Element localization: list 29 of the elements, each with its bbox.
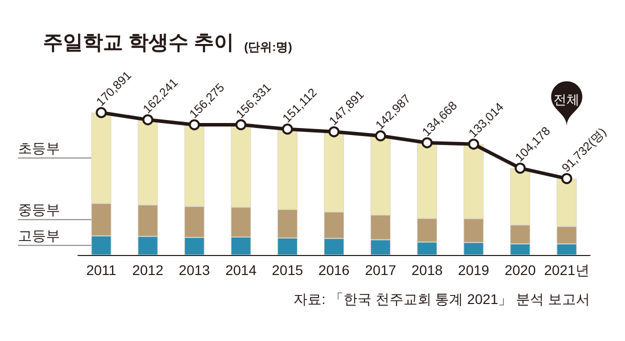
x-tick-label: 2015 <box>272 262 304 278</box>
x-tick-label: 2021년 <box>544 262 590 278</box>
x-tick-label: 2019 <box>458 262 490 278</box>
text: 전체 <box>554 92 580 107</box>
text: 자료: 「한국 천주교회 통계 2021」 분석 보고서 <box>294 291 590 307</box>
x-tick-label: 2011 <box>86 262 117 278</box>
x-tick-label: 2016 <box>318 262 350 278</box>
point <box>422 137 433 148</box>
x-tick-label: 2012 <box>132 262 164 278</box>
point <box>468 138 480 150</box>
x-tick-label: 2013 <box>178 262 210 278</box>
point <box>561 173 572 184</box>
x-tick-label: 2020 <box>504 262 536 278</box>
point <box>514 162 526 174</box>
point <box>142 114 154 126</box>
point <box>282 124 293 135</box>
point <box>188 119 200 130</box>
point <box>375 130 386 142</box>
x-tick-label: 2017 <box>364 262 396 278</box>
point <box>235 119 246 130</box>
x-tick-label: 2018 <box>412 262 443 278</box>
text: 중등부 <box>18 202 60 218</box>
point <box>96 107 107 118</box>
text: 초등부 <box>18 140 60 156</box>
point <box>328 126 340 138</box>
text: (단위:명) <box>244 40 292 54</box>
text: 주일학교 학생수 추이 <box>43 32 234 54</box>
x-tick-label: 2014 <box>225 262 257 278</box>
text: 고등부 <box>18 227 60 244</box>
